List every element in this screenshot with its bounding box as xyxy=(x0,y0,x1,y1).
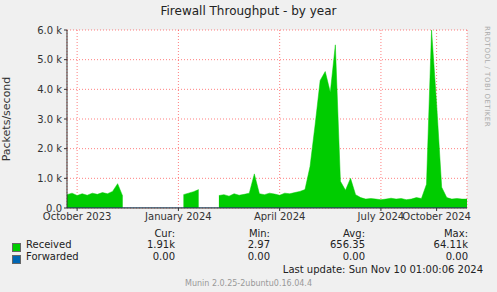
html-text:Forwarded: Forwarded xyxy=(26,251,79,262)
html-text:Munin 2.0.25-2ubuntu0.16.04.4: Munin 2.0.25-2ubuntu0.16.04.4 xyxy=(185,279,312,288)
html-text:Max:: Max: xyxy=(444,228,468,239)
svg-text:October 2024: October 2024 xyxy=(402,211,471,222)
svg-text:0.0: 0.0 xyxy=(46,203,62,214)
html-text:64.11k: 64.11k xyxy=(433,239,468,250)
html-text:Min:: Min: xyxy=(248,228,270,239)
html-text:0.00: 0.00 xyxy=(342,251,365,262)
svg-text:2.0 k: 2.0 k xyxy=(37,143,62,154)
html-text:Received: Received xyxy=(26,239,72,250)
html-text:Avg:: Avg: xyxy=(343,228,365,239)
svg-text:6.0 k: 6.0 k xyxy=(37,25,62,36)
html-text:Cur:: Cur: xyxy=(154,228,175,239)
html-text:2.97: 2.97 xyxy=(247,239,270,250)
svg-text:April 2024: April 2024 xyxy=(254,211,305,222)
html-text:1.91k: 1.91k xyxy=(146,239,175,250)
svg-text:4.0 k: 4.0 k xyxy=(37,84,62,95)
svg-text:July 2024: July 2024 xyxy=(357,211,405,222)
html-text:0.00: 0.00 xyxy=(445,251,468,262)
html-text:0.00: 0.00 xyxy=(247,251,270,262)
svg-text:Packets/second: Packets/second xyxy=(8,77,13,162)
svg-text:5.0 k: 5.0 k xyxy=(37,54,62,65)
svg-text:1.0 k: 1.0 k xyxy=(37,173,62,184)
html-text:Firewall Throughput - by year: Firewall Throughput - by year xyxy=(160,4,337,18)
svg-text:January 2024: January 2024 xyxy=(144,211,212,222)
html-text:RRDTOOL / TOBI OETIKER: RRDTOOL / TOBI OETIKER xyxy=(483,26,491,128)
html-text:0.00: 0.00 xyxy=(152,251,175,262)
html-text:656.35: 656.35 xyxy=(330,239,365,250)
html-text:Last update: Sun Nov 10 01:00:: Last update: Sun Nov 10 01:00:06 2024 xyxy=(282,264,483,275)
svg-text:3.0 k: 3.0 k xyxy=(37,114,62,125)
